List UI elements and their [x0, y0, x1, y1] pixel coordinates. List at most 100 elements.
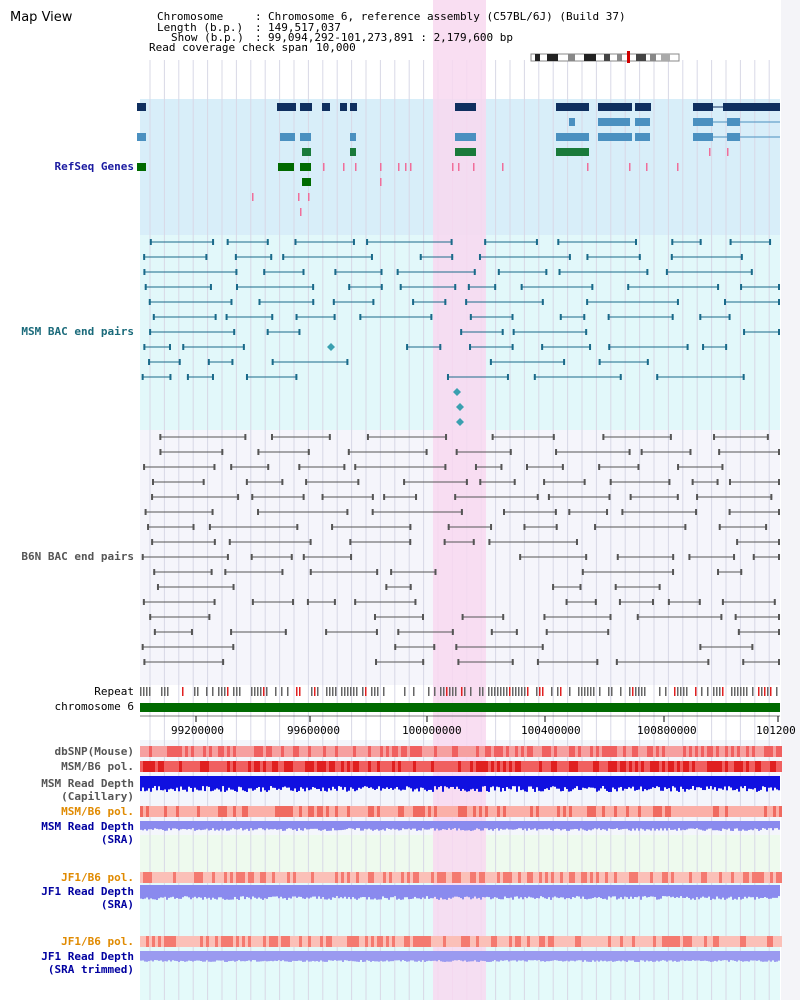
depth-bar — [762, 776, 764, 787]
b6n-bac-pair-end — [190, 629, 193, 635]
depth-bar — [498, 885, 500, 899]
depth-bar — [732, 885, 734, 900]
length-key: Length (b.p.) — [157, 21, 244, 34]
track-label-refseq[interactable]: RefSeq Genes — [54, 160, 134, 173]
b6n-bac-pair-end — [151, 539, 154, 545]
depth-bar — [666, 885, 668, 897]
depth-bar — [584, 821, 586, 831]
msm-bac-pair-end — [266, 239, 269, 245]
heat-strip-cell — [737, 872, 740, 883]
depth-bar — [564, 821, 566, 830]
depth-bar — [564, 951, 566, 962]
depth-bar — [250, 951, 252, 962]
heat-strip-cell — [656, 806, 659, 817]
depth-bar — [184, 885, 186, 897]
depth-bar — [198, 776, 200, 791]
heat-strip-cell — [395, 761, 398, 772]
depth-bar — [486, 951, 488, 962]
b6n-bac-pair-end — [455, 644, 458, 650]
depth-bar — [222, 885, 224, 899]
track-label-b6n-bac[interactable]: B6N BAC end pairs — [21, 550, 134, 563]
heat-strip-cell — [527, 746, 530, 757]
heat-strip-cell — [485, 872, 488, 883]
depth-bar — [148, 885, 150, 900]
heat-strip-cell — [284, 761, 287, 772]
depth-bar — [556, 885, 558, 898]
heat-strip-cell — [293, 746, 296, 757]
heat-strip-cell — [422, 806, 425, 817]
heat-strip-cell — [644, 746, 647, 757]
depth-bar — [400, 885, 402, 900]
heat-strip-cell — [701, 936, 704, 947]
depth-bar — [472, 951, 474, 962]
depth-bar — [378, 885, 380, 900]
heat-strip-cell — [779, 761, 782, 772]
snp-tick — [398, 163, 400, 171]
heat-strip-cell — [287, 806, 290, 817]
repeat-element — [164, 687, 166, 696]
gene-exon — [598, 103, 632, 111]
heat-strip-cell — [503, 806, 506, 817]
heat-strip-cell — [620, 806, 623, 817]
heat-strip-cell — [341, 872, 344, 883]
heat-strip-cell — [494, 761, 497, 772]
heat-strip-cell — [563, 746, 566, 757]
depth-bar — [314, 885, 316, 897]
b6n-bac-pair-end — [151, 494, 154, 500]
heat-strip-cell — [365, 806, 368, 817]
depth-bar — [670, 951, 672, 961]
heat-strip-cell — [203, 936, 206, 947]
heat-strip-cell — [437, 872, 440, 883]
depth-bar — [714, 776, 716, 788]
heat-strip-cell — [512, 936, 515, 947]
heat-strip-cell — [599, 761, 602, 772]
b6n-bac-pair-end — [309, 569, 312, 575]
heat-strip-cell — [500, 872, 503, 883]
depth-bar — [176, 776, 178, 788]
heat-strip-cell — [608, 872, 611, 883]
depth-bar — [624, 951, 626, 962]
depth-bar — [372, 821, 374, 831]
heat-strip-cell — [560, 936, 563, 947]
heat-strip-cell — [629, 936, 632, 947]
track-label-msm-bac[interactable]: MSM BAC end pairs — [21, 325, 134, 338]
heat-strip-cell — [473, 872, 476, 883]
depth-bar — [466, 951, 468, 962]
repeat-element — [551, 687, 553, 696]
heat-strip-cell — [530, 872, 533, 883]
msm-bac-pair-end — [511, 344, 514, 350]
heat-strip-cell — [341, 936, 344, 947]
heat-strip-cell — [335, 746, 338, 757]
depth-bar — [490, 951, 492, 962]
depth-bar — [564, 776, 566, 788]
depth-bar — [748, 776, 750, 789]
heat-strip-cell — [761, 936, 764, 947]
depth-bar — [616, 776, 618, 792]
msm-bac-pair-end — [149, 239, 152, 245]
b6n-bac-pair-end — [375, 629, 378, 635]
heat-strip-cell — [143, 746, 146, 757]
depth-bar — [204, 776, 206, 792]
depth-bar — [724, 951, 726, 961]
depth-bar — [578, 951, 580, 961]
depth-bar — [344, 821, 346, 830]
depth-bar — [224, 951, 226, 962]
heat-strip-cell — [275, 746, 278, 757]
depth-bar — [300, 885, 302, 897]
snp-tick — [380, 178, 382, 186]
heat-strip-cell — [641, 806, 644, 817]
heat-strip-cell — [509, 806, 512, 817]
heat-strip-cell — [167, 806, 170, 817]
heat-strip-cell — [623, 936, 626, 947]
depth-bar — [356, 885, 358, 900]
repeat-element — [500, 687, 502, 696]
heat-strip-cell — [431, 872, 434, 883]
depth-bar — [378, 821, 380, 831]
depth-bar — [556, 951, 558, 961]
b6n-bac-pair-end — [296, 524, 299, 530]
chromosome-bar — [140, 703, 780, 712]
heat-strip-cell — [545, 746, 548, 757]
msm-bac-pair-end — [225, 314, 228, 320]
heat-strip-cell — [581, 872, 584, 883]
